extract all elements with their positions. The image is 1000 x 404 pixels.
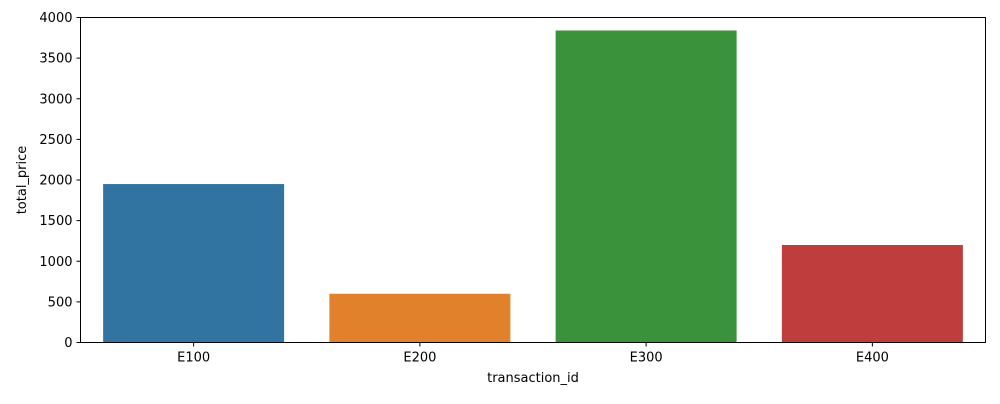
bar-e200 — [329, 293, 511, 343]
y-tick-label: 1500 — [39, 214, 72, 229]
y-tick-label: 4000 — [39, 11, 72, 26]
y-axis-label: total_price — [15, 146, 30, 215]
y-tick-label: 3500 — [39, 52, 72, 67]
y-tick-label: 3000 — [39, 92, 72, 107]
y-tick-label: 500 — [48, 295, 73, 310]
x-axis: E100 E200 E300 E400 — [177, 342, 889, 366]
y-tick-label: 0 — [64, 336, 72, 351]
plot-frame — [80, 17, 986, 343]
x-tick-label: E100 — [177, 351, 210, 366]
y-axis: 0 500 1000 1500 2000 2500 3000 3500 4000 — [39, 11, 81, 351]
y-tick-label: 2000 — [39, 174, 72, 189]
bars — [103, 30, 963, 343]
y-tick-label: 1000 — [39, 255, 72, 270]
bar-e300 — [555, 30, 737, 343]
x-tick-label: E200 — [403, 351, 436, 366]
bar-e400 — [781, 245, 963, 343]
x-tick-label: E400 — [856, 351, 889, 366]
y-tick-label: 2500 — [39, 133, 72, 148]
x-axis-label: transaction_id — [487, 371, 579, 386]
x-tick-label: E300 — [630, 351, 663, 366]
bar-e100 — [103, 184, 285, 343]
